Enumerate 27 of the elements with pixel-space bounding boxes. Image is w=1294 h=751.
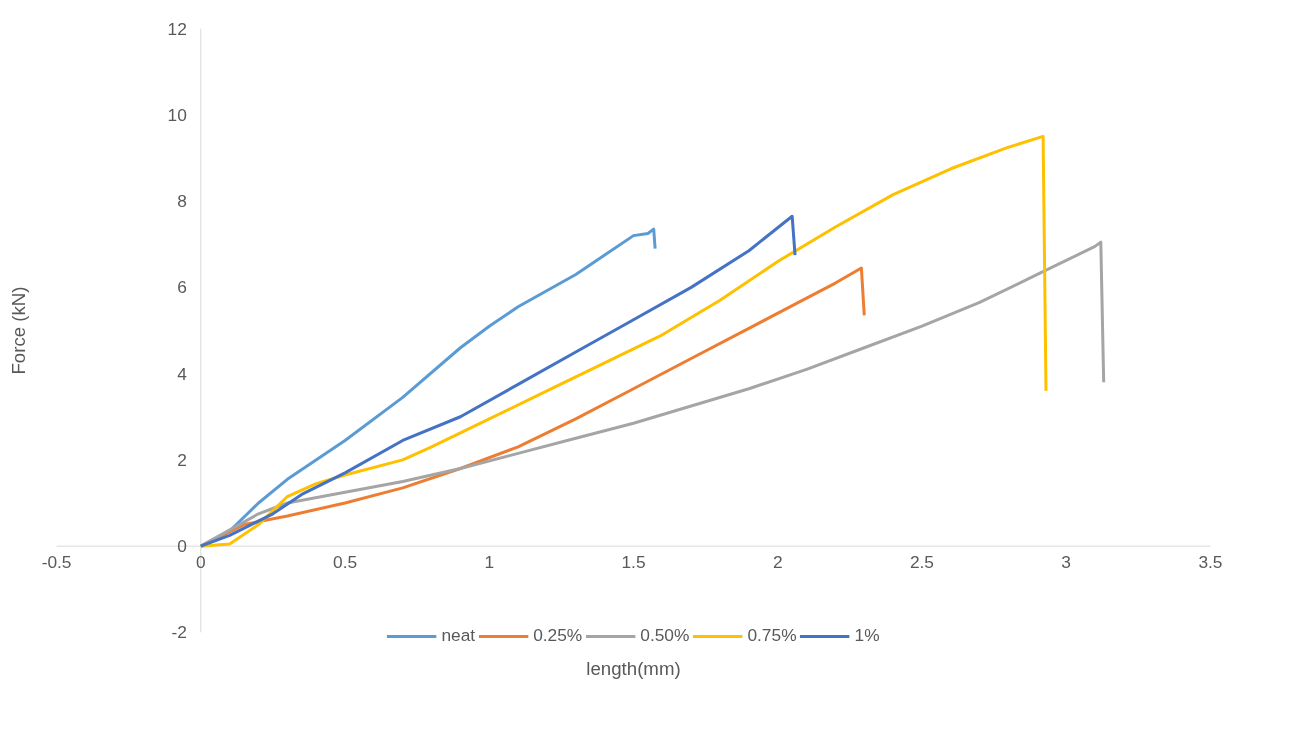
- x-tick-label: 0.5: [332, 552, 358, 573]
- x-axis-title: length(mm): [586, 657, 681, 679]
- legend-label: neat: [441, 625, 476, 646]
- x-tick-label: 3: [1061, 552, 1072, 573]
- y-tick-label: 10: [167, 104, 187, 125]
- y-tick-label: 12: [167, 18, 187, 39]
- legend-label: 0.50%: [640, 625, 690, 646]
- line-series: [199, 134, 1048, 548]
- legend-label: 0.75%: [747, 625, 797, 646]
- y-tick-label: -2: [171, 622, 187, 643]
- y-tick-label: 2: [177, 449, 187, 470]
- legend-label: 1%: [854, 625, 880, 646]
- line-series: [199, 240, 1106, 548]
- x-tick-label: 2: [772, 552, 783, 573]
- x-tick-label: 2.5: [909, 552, 935, 573]
- x-tick-label: 3.5: [1198, 552, 1223, 573]
- y-tick-label: 4: [177, 363, 188, 384]
- x-tick-label: 1.5: [621, 552, 646, 573]
- legend-label: 0.25%: [533, 625, 583, 646]
- y-axis-title: Force (kN): [7, 286, 29, 375]
- y-tick-label: 6: [177, 277, 187, 298]
- y-tick-label: 0: [177, 536, 187, 557]
- line-series: [199, 214, 797, 548]
- x-tick-label: 0: [195, 552, 206, 573]
- y-tick-label: 8: [177, 191, 187, 212]
- x-tick-label: -0.5: [41, 552, 72, 573]
- x-tick-label: 1: [484, 552, 495, 573]
